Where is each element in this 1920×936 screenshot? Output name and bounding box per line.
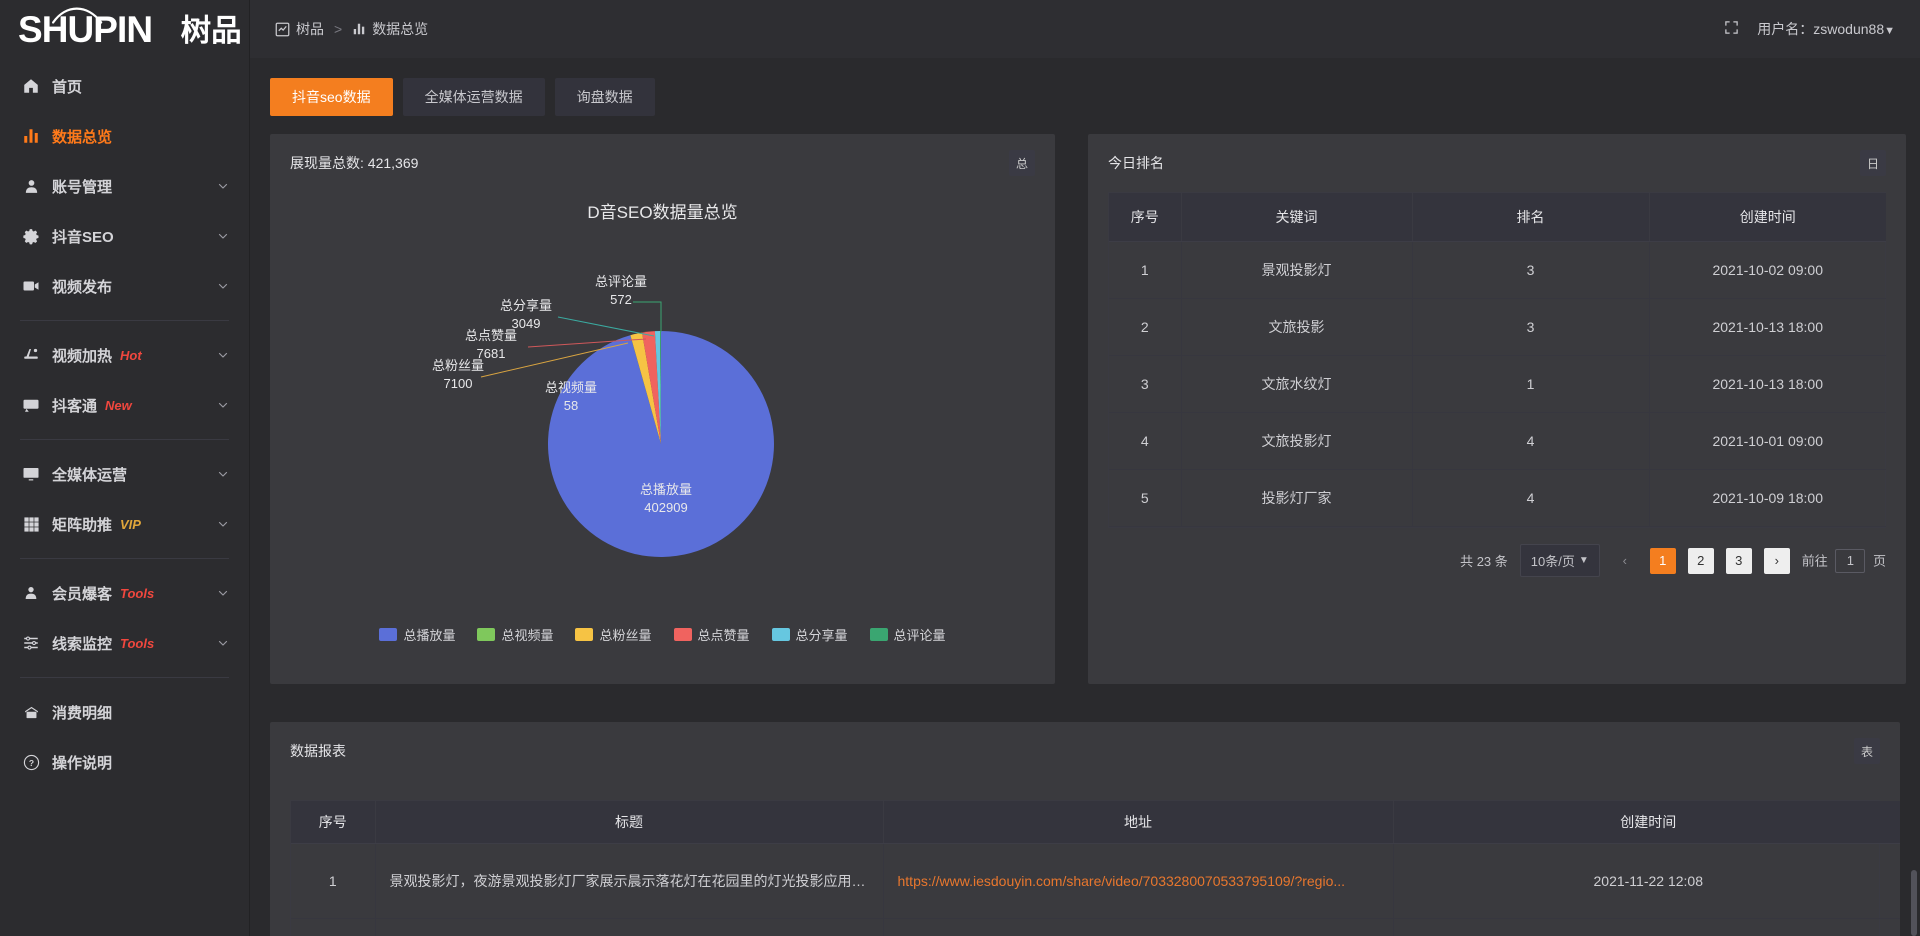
svg-text:58: 58 — [564, 398, 578, 413]
svg-text:402909: 402909 — [644, 500, 687, 515]
svg-text:总评论量: 总评论量 — [595, 274, 647, 289]
svg-text:总视频量: 总视频量 — [545, 380, 597, 395]
svg-text:总点赞量: 总点赞量 — [465, 328, 517, 343]
svg-text:总分享量: 总分享量 — [500, 298, 552, 313]
svg-text:树品: 树品 — [181, 13, 242, 47]
svg-text:?: ? — [28, 758, 33, 768]
svg-text:7100: 7100 — [444, 376, 473, 391]
svg-text:总播放量: 总播放量 — [640, 482, 692, 497]
svg-text:SHUPIN: SHUPIN — [18, 8, 152, 49]
svg-text:总粉丝量: 总粉丝量 — [432, 358, 484, 373]
svg-text:572: 572 — [610, 292, 632, 307]
